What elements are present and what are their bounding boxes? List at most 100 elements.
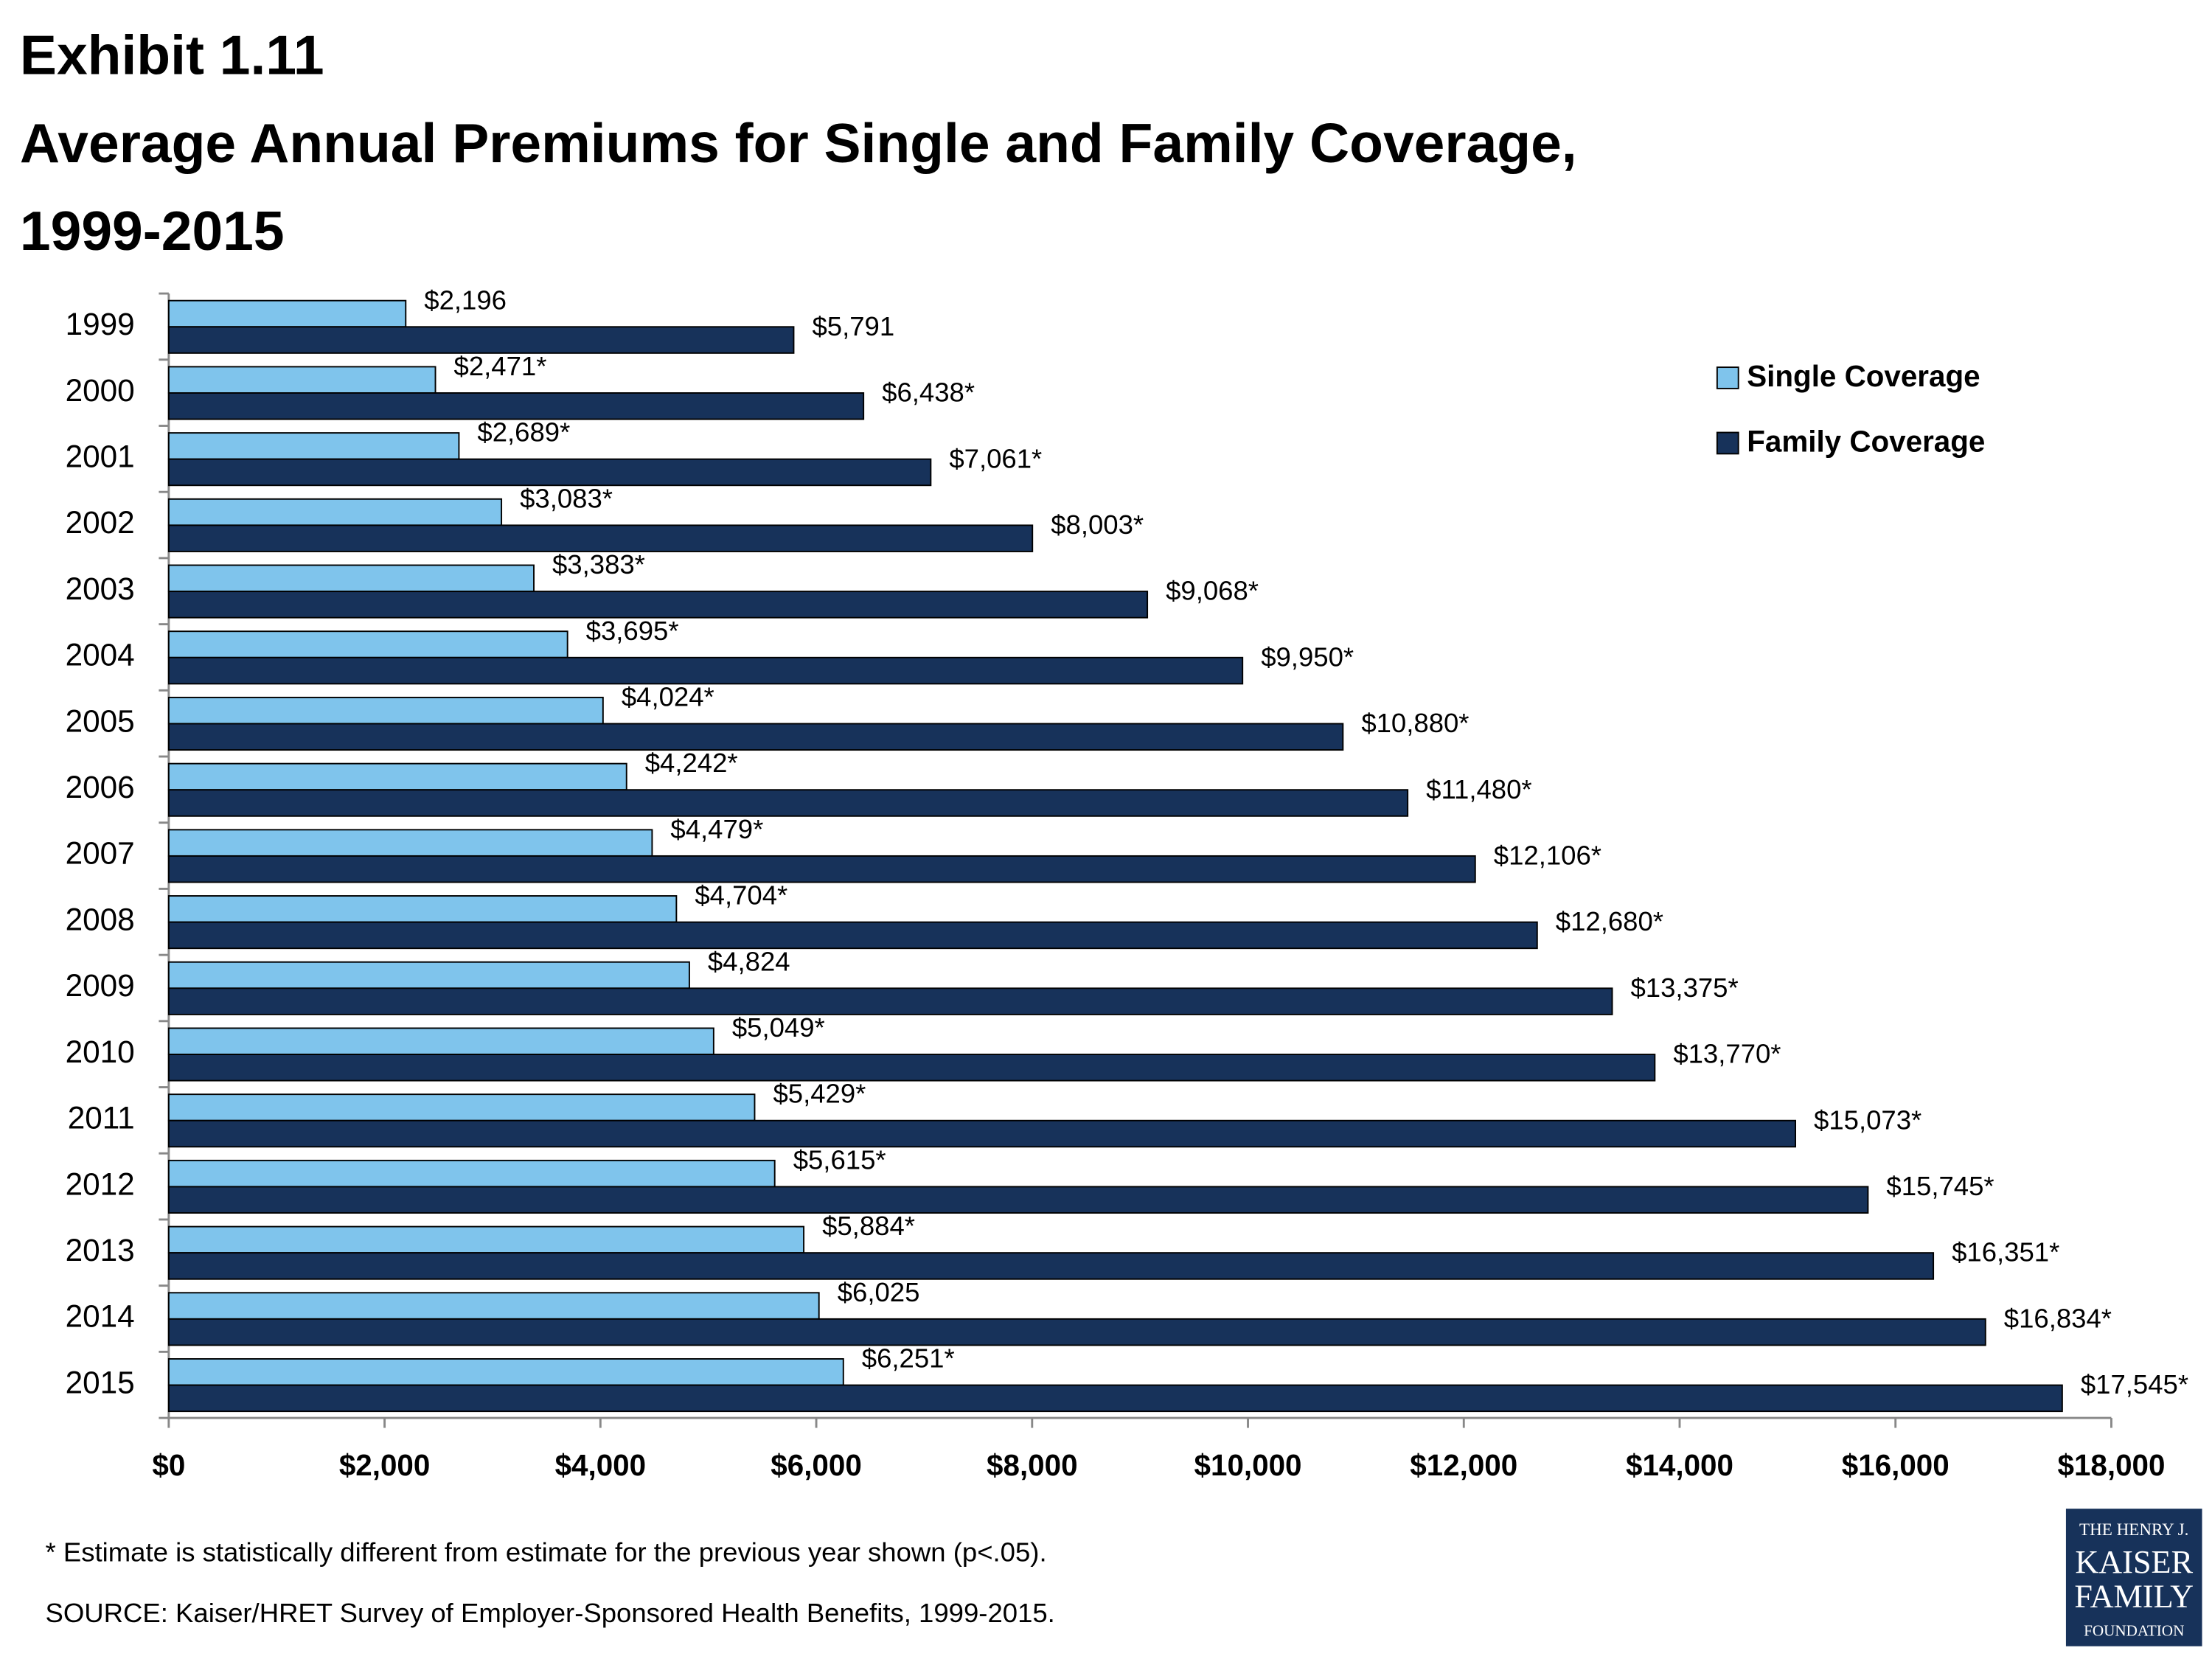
logo-text: FAMILY [2074,1578,2194,1614]
legend-swatch [1716,431,1739,455]
bar [167,829,653,857]
data-label: $3,383* [552,549,645,580]
y-tick-label: 1999 [66,307,135,341]
data-label: $4,024* [622,682,714,712]
data-label: $9,068* [1166,576,1259,606]
bar [167,1318,1986,1346]
logo-box [2065,1509,2202,1646]
data-label: $8,003* [1051,509,1144,540]
x-tick-label: $10,000 [1194,1448,1302,1482]
x-tick-label: $14,000 [1626,1448,1733,1482]
y-tick-label: 2002 [66,505,135,540]
bar [167,855,1476,883]
data-label: $4,242* [645,748,738,778]
bar [167,366,437,394]
y-tick-label: 2015 [66,1365,135,1399]
data-label: $6,438* [882,378,975,408]
bar [167,895,678,923]
bar [167,696,604,725]
bar [167,1093,756,1121]
data-label: $16,834* [2004,1303,2112,1333]
bar [167,458,932,487]
source: SOURCE: Kaiser/HRET Survey of Employer-S… [46,1598,1055,1628]
bar [167,432,460,460]
bar [167,1358,844,1386]
y-tick-label: 2009 [66,968,135,1003]
data-label: $13,375* [1631,973,1739,1003]
y-tick-label: 2010 [66,1034,135,1069]
logo-text: THE HENRY J. [2079,1520,2188,1539]
bar [167,1292,820,1320]
bar [167,299,407,328]
logo-text: FOUNDATION [2084,1621,2184,1639]
y-tick-label: 2004 [66,638,135,672]
data-label: $5,049* [732,1012,825,1043]
y-tick-label: 2000 [66,373,135,408]
data-label: $7,061* [949,443,1042,473]
data-label: $2,689* [477,417,570,448]
data-label: $6,251* [862,1343,955,1374]
chart-title: 1999-2015 [20,200,285,262]
x-tick-label: $0 [152,1448,185,1482]
y-tick-label: 2014 [66,1299,135,1334]
x-tick-label: $12,000 [1410,1448,1517,1482]
data-label: $17,545* [2081,1369,2188,1399]
y-tick-label: 2013 [66,1233,135,1267]
bar [167,630,568,658]
y-tick-label: 2006 [66,770,135,804]
y-tick-label: 2001 [66,439,135,474]
data-label: $2,196 [424,285,507,315]
data-label: $4,704* [695,880,787,911]
data-label: $5,884* [822,1211,915,1241]
bar [167,921,1538,950]
data-label: $15,073* [1814,1105,1921,1135]
data-label: $12,680* [1556,906,1663,936]
bar [167,326,795,354]
data-label: $4,824 [708,946,790,976]
legend-swatch [1716,366,1739,389]
bar [167,1186,1869,1214]
chart-title: Average Annual Premiums for Single and F… [20,112,1577,174]
data-label: $2,471* [454,351,547,381]
bar [167,1027,714,1055]
data-label: $3,083* [520,483,613,513]
bar [167,524,1034,552]
bar [167,789,1409,817]
data-label: $5,615* [793,1144,886,1175]
data-label: $9,950* [1261,641,1354,672]
y-tick-label: 2012 [66,1166,135,1201]
bar [167,564,535,593]
y-tick-label: 2003 [66,571,135,606]
data-label: $16,351* [1952,1237,2059,1267]
bar [167,1159,776,1188]
data-label: $5,429* [773,1079,866,1109]
bar [167,1054,1656,1082]
x-tick-label: $8,000 [987,1448,1078,1482]
bar [167,1252,1935,1280]
bar [167,961,690,990]
data-label: $4,479* [670,814,763,844]
chart-title: Exhibit 1.11 [20,24,324,86]
x-tick-label: $2,000 [339,1448,430,1482]
bar [167,762,627,791]
legend-label: Family Coverage [1747,425,1985,459]
y-tick-label: 2005 [66,703,135,738]
y-tick-label: 2007 [66,836,135,871]
data-label: $3,695* [586,616,679,646]
bar [167,987,1613,1015]
data-label: $11,480* [1426,774,1532,804]
bar [167,498,503,526]
data-label: $10,880* [1361,708,1469,738]
y-tick-label: 2011 [68,1101,135,1135]
bar [167,656,1244,685]
x-tick-label: $6,000 [771,1448,862,1482]
bar [167,392,865,420]
x-tick-label: $18,000 [2057,1448,2165,1482]
legend-label: Single Coverage [1747,359,1980,393]
bar [167,1119,1797,1148]
data-label: $13,770* [1673,1039,1781,1069]
logo-text: KAISER [2075,1544,2193,1580]
data-label: $5,791 [812,311,894,341]
bar [167,591,1149,619]
